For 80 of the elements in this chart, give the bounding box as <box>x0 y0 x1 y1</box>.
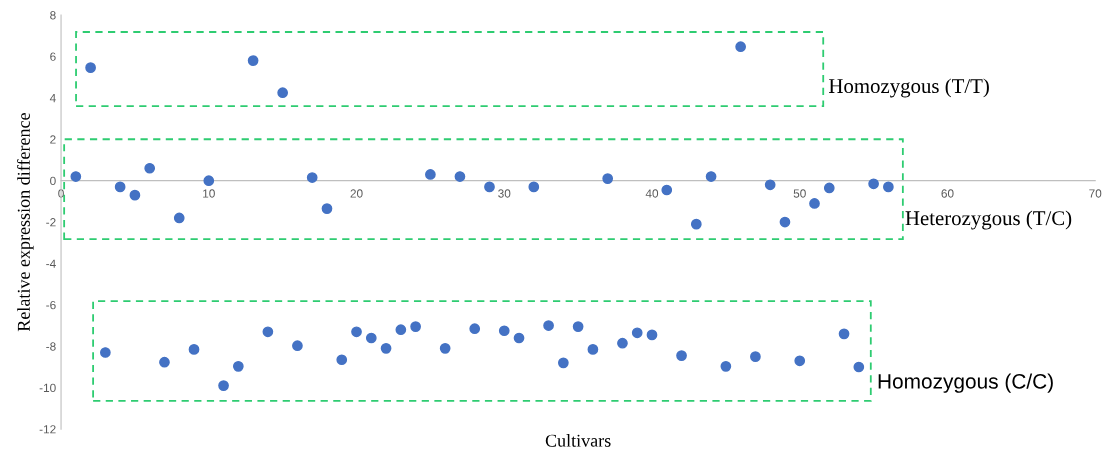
point <box>646 329 658 341</box>
point <box>336 354 348 366</box>
y-tick-label: -4 <box>46 259 56 268</box>
y-tick-label: -12 <box>39 425 56 434</box>
point <box>779 216 791 228</box>
point <box>676 350 687 361</box>
y-tick-label: 8 <box>50 11 56 20</box>
point <box>439 343 451 354</box>
point <box>617 337 628 349</box>
point <box>203 175 215 187</box>
point <box>823 182 835 194</box>
point <box>484 181 495 193</box>
y-tick-label: -8 <box>46 342 56 351</box>
point <box>365 332 377 344</box>
annotation: Heterozygous (T/C) <box>905 210 1072 230</box>
point <box>572 321 584 332</box>
point <box>705 171 717 182</box>
point <box>410 321 421 332</box>
point <box>587 344 599 355</box>
point <box>750 351 761 362</box>
point <box>85 62 96 73</box>
point <box>469 323 481 335</box>
point <box>173 212 185 224</box>
y-tick-label: -2 <box>46 218 56 227</box>
point <box>883 181 894 193</box>
point <box>277 87 289 99</box>
point <box>380 343 392 354</box>
point <box>218 380 229 391</box>
point <box>321 203 333 214</box>
y-tick-label: 2 <box>50 135 56 144</box>
point <box>868 178 879 190</box>
annotation: Homozygous (T/T) <box>828 78 989 98</box>
point <box>631 327 643 339</box>
x-tick-label: 70 <box>1089 189 1102 198</box>
point <box>661 184 673 196</box>
y-tick-label: 0 <box>50 176 56 186</box>
x-tick-label: 10 <box>203 189 215 198</box>
x-tick-label: 0 <box>58 189 64 198</box>
x-tick-label: 30 <box>498 189 511 198</box>
point <box>809 198 820 209</box>
point <box>454 171 466 182</box>
y-axis-title: Relative expression difference <box>17 113 34 332</box>
x-axis-title: Cultivars <box>545 434 611 447</box>
annotation: Homozygous (C/C) <box>878 373 1053 393</box>
point <box>144 162 156 174</box>
point <box>292 340 303 352</box>
point <box>853 361 865 373</box>
point <box>690 218 702 230</box>
y-tick-label: 4 <box>49 94 56 103</box>
point <box>735 41 746 53</box>
point <box>395 324 407 336</box>
point <box>543 320 554 331</box>
point <box>114 181 126 193</box>
point <box>558 357 569 369</box>
point <box>129 189 141 201</box>
point <box>232 361 244 372</box>
y-tick-label: -6 <box>46 300 56 310</box>
point <box>720 361 732 372</box>
point <box>70 171 82 182</box>
point <box>838 328 850 340</box>
point <box>602 173 614 184</box>
point <box>794 355 806 367</box>
x-tick-label: 50 <box>793 189 806 198</box>
point <box>247 55 259 66</box>
point <box>306 172 318 183</box>
point <box>764 179 776 191</box>
point <box>425 169 436 180</box>
y-tick-label: 6 <box>50 52 56 61</box>
point <box>513 332 525 344</box>
point <box>498 325 510 337</box>
point <box>351 326 362 338</box>
point <box>262 326 274 338</box>
y-tick-label: -10 <box>39 383 56 393</box>
x-tick-label: 60 <box>941 189 954 198</box>
point <box>159 356 170 368</box>
point <box>528 181 540 193</box>
x-tick-label: 40 <box>645 189 659 198</box>
point <box>188 344 200 355</box>
point <box>100 347 111 358</box>
x-tick-label: 20 <box>350 189 363 198</box>
